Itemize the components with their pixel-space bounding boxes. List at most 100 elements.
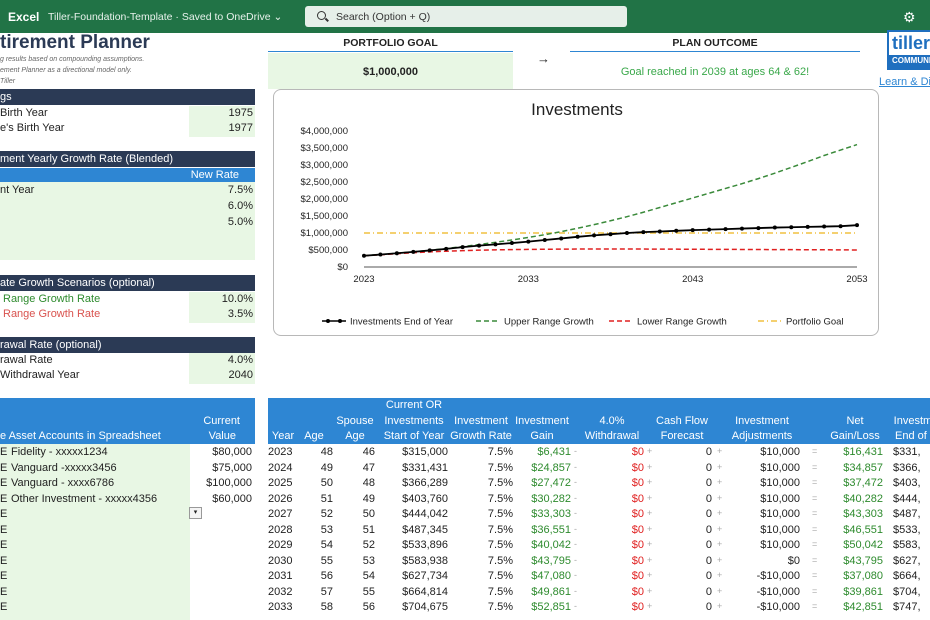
account-value[interactable]: $80,000 [212, 446, 252, 458]
projection-cell-rate[interactable]: 7.5% [487, 477, 513, 489]
projection-cell-sage[interactable]: 54 [362, 570, 375, 582]
projection-cell-adj[interactable]: $0 [787, 554, 800, 567]
projection-cell-gain[interactable]: $30,282 [531, 492, 571, 505]
projection-cell-gain[interactable]: $24,857 [531, 461, 571, 474]
projection-cell-year[interactable]: 2027 [268, 508, 293, 520]
projection-cell-sage[interactable]: 50 [362, 508, 375, 520]
projection-cell-wd[interactable]: $0 [631, 477, 644, 489]
projection-cell-age[interactable]: 58 [320, 601, 333, 613]
projection-cell-cf[interactable]: 0 [705, 601, 712, 613]
projection-cell-age[interactable]: 55 [320, 554, 333, 567]
projection-cell-gain[interactable]: $49,861 [531, 585, 571, 598]
projection-cell-cf[interactable]: 0 [705, 570, 712, 582]
projection-cell-cf[interactable]: 0 [705, 554, 712, 567]
projection-cell-age[interactable]: 49 [320, 461, 333, 474]
projection-cell-gain[interactable]: $40,042 [531, 539, 571, 551]
projection-cell-year[interactable]: 2023 [268, 446, 293, 458]
withdrawal-input-bg[interactable] [189, 353, 255, 384]
projection-cell-cf[interactable]: 0 [705, 523, 712, 536]
projection-cell-rate[interactable]: 7.5% [487, 570, 513, 582]
projection-cell-sage[interactable]: 53 [362, 554, 375, 567]
growth-row-1-value[interactable]: 7.5% [227, 184, 253, 196]
projection-cell-sage[interactable]: 49 [362, 492, 375, 505]
scenarios-input-bg[interactable] [189, 292, 255, 323]
account-name[interactable]: Vanguard - xxxx6786 [11, 477, 115, 489]
projection-cell-rate[interactable]: 7.5% [487, 508, 513, 520]
projection-cell-wd[interactable]: $0 [631, 523, 644, 536]
projection-cell-start[interactable]: $627,734 [402, 570, 448, 582]
withdrawal-rate-value[interactable]: 4.0% [227, 354, 253, 366]
projection-cell-start[interactable]: $583,938 [402, 554, 448, 567]
growth-input-bg[interactable] [0, 182, 255, 260]
projection-cell-year[interactable]: 2026 [268, 492, 293, 505]
projection-cell-end[interactable]: $533, [893, 523, 921, 536]
projection-cell-year[interactable]: 2024 [268, 461, 293, 474]
projection-cell-wd[interactable]: $0 [631, 539, 644, 551]
projection-cell-sage[interactable]: 51 [362, 523, 375, 536]
projection-cell-adj[interactable]: $10,000 [760, 508, 800, 520]
projection-cell-gain[interactable]: $33,303 [531, 508, 571, 520]
projection-cell-net[interactable]: $42,851 [843, 601, 883, 613]
projection-cell-net[interactable]: $37,472 [843, 477, 883, 489]
projection-cell-sage[interactable]: 46 [362, 446, 375, 458]
investments-chart[interactable]: Investments $4,000,000 $3,500,000 $3,000,00… [273, 89, 879, 336]
account-row[interactable]: E [0, 555, 255, 571]
projection-cell-end[interactable]: $747, [893, 601, 921, 613]
projection-cell-year[interactable]: 2029 [268, 539, 293, 551]
projection-cell-end[interactable]: $627, [893, 554, 921, 567]
account-name[interactable]: Fidelity - xxxxx1234 [11, 446, 108, 458]
projection-cell-rate[interactable]: 7.5% [487, 492, 513, 505]
projection-cell-year[interactable]: 2033 [268, 601, 293, 613]
projection-cell-start[interactable]: $704,675 [402, 601, 448, 613]
projection-cell-end[interactable]: $704, [893, 585, 921, 598]
projection-cell-year[interactable]: 2025 [268, 477, 293, 489]
projection-cell-end[interactable]: $583, [893, 539, 921, 551]
growth-row-3-value[interactable]: 5.0% [227, 216, 253, 228]
projection-cell-year[interactable]: 2031 [268, 570, 293, 582]
withdrawal-year-value[interactable]: 2040 [228, 369, 253, 381]
projection-cell-cf[interactable]: 0 [705, 446, 712, 458]
projection-cell-age[interactable]: 56 [320, 570, 333, 582]
projection-cell-start[interactable]: $315,000 [402, 446, 448, 458]
projection-cell-rate[interactable]: 7.5% [487, 461, 513, 474]
projection-cell-rate[interactable]: 7.5% [487, 601, 513, 613]
projection-cell-start[interactable]: $331,431 [402, 461, 448, 474]
projection-cell-wd[interactable]: $0 [631, 446, 644, 458]
projection-cell-wd[interactable]: $0 [631, 461, 644, 474]
account-row[interactable]: E Vanguard -xxxxx3456 $75,000 [0, 462, 255, 478]
projection-cell-wd[interactable]: $0 [631, 508, 644, 520]
projection-cell-wd[interactable]: $0 [631, 554, 644, 567]
projection-cell-cf[interactable]: 0 [705, 461, 712, 474]
projection-cell-rate[interactable]: 7.5% [487, 585, 513, 598]
account-name[interactable]: Other Investment - xxxxx4356 [11, 492, 158, 505]
projection-cell-net[interactable]: $46,551 [843, 523, 883, 536]
projection-cell-gain[interactable]: $47,080 [531, 570, 571, 582]
projection-cell-wd[interactable]: $0 [631, 601, 644, 613]
projection-cell-net[interactable]: $40,282 [843, 492, 883, 505]
projection-cell-end[interactable]: $487, [893, 508, 921, 520]
account-row[interactable]: E Other Investment - xxxxx4356 $60,000 [0, 493, 255, 509]
lower-range-value[interactable]: 3.5% [227, 308, 253, 320]
learn-link[interactable]: Learn & Di [879, 76, 930, 88]
projection-cell-age[interactable]: 48 [320, 446, 333, 458]
projection-cell-net[interactable]: $37,080 [843, 570, 883, 582]
account-value[interactable]: $75,000 [212, 461, 252, 474]
account-name[interactable]: Vanguard -xxxxx3456 [11, 461, 117, 474]
projection-cell-gain[interactable]: $6,431 [537, 446, 571, 458]
upper-range-value[interactable]: 10.0% [221, 293, 253, 305]
projection-cell-sage[interactable]: 47 [362, 461, 375, 474]
account-row[interactable]: E Vanguard - xxxx6786 $100,000 [0, 477, 255, 493]
portfolio-goal-cell[interactable] [268, 53, 513, 89]
birth-year-value[interactable]: 1975 [228, 107, 253, 119]
projection-cell-age[interactable]: 57 [320, 585, 333, 598]
projection-cell-sage[interactable]: 48 [362, 477, 375, 489]
projection-cell-age[interactable]: 52 [320, 508, 333, 520]
projection-cell-start[interactable]: $366,289 [402, 477, 448, 489]
projection-cell-adj[interactable]: $10,000 [760, 461, 800, 474]
account-row[interactable]: E [0, 570, 255, 586]
projection-cell-rate[interactable]: 7.5% [487, 539, 513, 551]
projection-cell-adj[interactable]: $10,000 [760, 523, 800, 536]
projection-cell-age[interactable]: 54 [320, 539, 333, 551]
projection-cell-gain[interactable]: $36,551 [531, 523, 571, 536]
projection-cell-rate[interactable]: 7.5% [487, 446, 513, 458]
